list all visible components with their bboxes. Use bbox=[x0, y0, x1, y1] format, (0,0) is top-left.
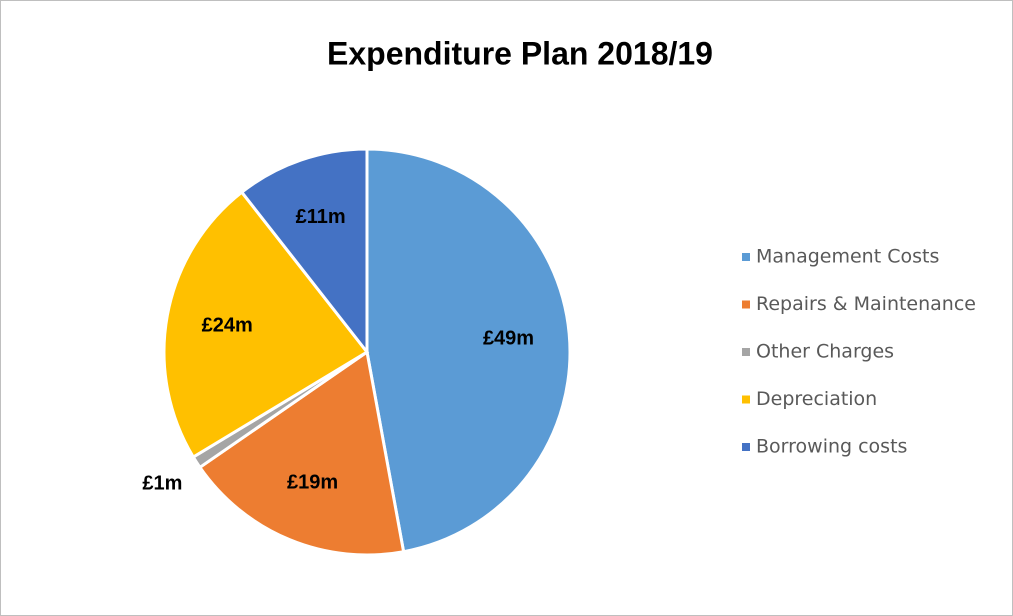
data-label: £24m bbox=[202, 315, 253, 337]
data-label: £19m bbox=[287, 472, 338, 494]
legend-swatch bbox=[742, 395, 750, 404]
data-label: £1m bbox=[142, 473, 182, 495]
data-label: £11m bbox=[296, 206, 346, 228]
legend-label: Other Charges bbox=[756, 341, 894, 363]
legend-swatch bbox=[742, 300, 750, 309]
legend-swatch bbox=[742, 443, 750, 451]
data-label: £49m bbox=[483, 327, 534, 349]
legend-label: Management Costs bbox=[756, 246, 939, 268]
pie-slice bbox=[365, 147, 572, 554]
pie-slice bbox=[162, 190, 370, 460]
pie-slice bbox=[239, 147, 369, 357]
chart-title: Expenditure Plan 2018/19 bbox=[327, 35, 713, 71]
legend-label: Depreciation bbox=[756, 388, 877, 410]
legend-label: Borrowing costs bbox=[756, 436, 907, 458]
legend-swatch bbox=[742, 253, 750, 261]
legend-swatch bbox=[742, 348, 750, 356]
legend-label: Repairs & Maintenance bbox=[756, 293, 976, 315]
pie-slice bbox=[197, 349, 406, 557]
